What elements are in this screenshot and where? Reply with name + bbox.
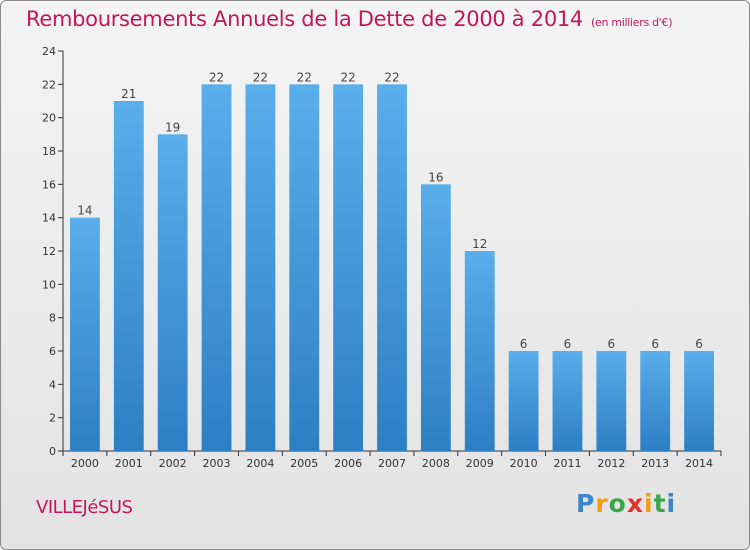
- proxiti-logo: Proxiti: [576, 489, 676, 518]
- y-tick-label: 10: [42, 278, 56, 291]
- logo-letter: x: [626, 489, 644, 518]
- x-tick-label: 2006: [334, 457, 362, 470]
- x-tick-label: 2002: [159, 457, 187, 470]
- bar-value-label: 22: [384, 70, 399, 84]
- bar-2011: [552, 351, 583, 451]
- bar-value-label: 14: [77, 204, 92, 218]
- bar-2007: [377, 84, 407, 451]
- y-tick-label: 12: [42, 245, 56, 258]
- x-tick-label: 2003: [203, 457, 231, 470]
- y-tick-label: 24: [42, 45, 56, 58]
- bar-2008: [420, 184, 451, 452]
- bar-2009: [464, 251, 495, 451]
- commune-name: VILLEJéSUS: [36, 497, 133, 518]
- bar-value-label: 22: [253, 70, 268, 84]
- logo-letter: o: [608, 489, 627, 518]
- chart-bars: 14 21 19 22 22 22 22 22 16 12 6 6 6 6 6: [70, 70, 714, 452]
- unit-note: (en milliers d'€): [591, 16, 673, 29]
- bar-value-label: 16: [428, 170, 443, 184]
- x-tick-label: 2000: [71, 457, 99, 470]
- y-tick-label: 6: [49, 345, 56, 358]
- y-tick-label: 20: [42, 112, 56, 125]
- x-tick-label: 2007: [378, 457, 406, 470]
- bar-value-label: 21: [121, 87, 136, 101]
- logo-letter: t: [653, 489, 667, 518]
- bar-2000: [70, 217, 100, 451]
- x-tick-label: 2010: [510, 457, 538, 470]
- x-tick-label: 2014: [685, 457, 713, 470]
- bar-value-label: 19: [165, 120, 180, 134]
- x-tick-label: 2011: [553, 457, 581, 470]
- bar-value-label: 6: [564, 337, 572, 351]
- bar-2013: [640, 351, 671, 451]
- y-tick-label: 4: [49, 378, 56, 391]
- bar-2012: [596, 351, 627, 451]
- y-tick-label: 2: [49, 412, 56, 425]
- y-tick-label: 14: [42, 212, 56, 225]
- bar-value-label: 22: [340, 70, 355, 84]
- y-tick-label: 16: [42, 178, 56, 191]
- chart-title: Remboursements Annuels de la Dette de 20…: [26, 7, 672, 31]
- bar-2014: [684, 351, 714, 451]
- y-tick-label: 22: [42, 78, 56, 91]
- bar-2003: [201, 84, 232, 451]
- bar-value-label: 22: [297, 70, 312, 84]
- bar-2006: [333, 84, 364, 451]
- y-tick-label: 8: [49, 312, 56, 325]
- bar-value-label: 6: [695, 337, 703, 351]
- bar-2005: [289, 84, 320, 451]
- bar-value-label: 12: [472, 237, 487, 251]
- bar-value-label: 6: [651, 337, 659, 351]
- chart-title-text: Remboursements Annuels de la Dette de 20…: [26, 7, 583, 31]
- logo-letter: r: [595, 489, 609, 518]
- x-tick-label: 2005: [290, 457, 318, 470]
- bar-value-label: 6: [608, 337, 616, 351]
- x-tick-label: 2009: [466, 457, 494, 470]
- y-tick-label: 18: [42, 145, 56, 158]
- bar-2004: [245, 84, 276, 451]
- x-tick-label: 2001: [115, 457, 143, 470]
- bar-value-label: 6: [520, 337, 528, 351]
- logo-letter: i: [644, 489, 654, 518]
- bar-2002: [157, 134, 188, 452]
- logo-letter: i: [666, 489, 677, 518]
- logo-letter: P: [576, 489, 596, 518]
- x-tick-label: 2008: [422, 457, 450, 470]
- bar-value-label: 22: [209, 70, 224, 84]
- x-tick-label: 2013: [641, 457, 669, 470]
- x-tick-label: 2012: [597, 457, 625, 470]
- bar-2001: [113, 101, 144, 451]
- y-tick-label: 0: [49, 445, 56, 458]
- x-tick-label: 2004: [246, 457, 274, 470]
- bar-2010: [508, 351, 539, 451]
